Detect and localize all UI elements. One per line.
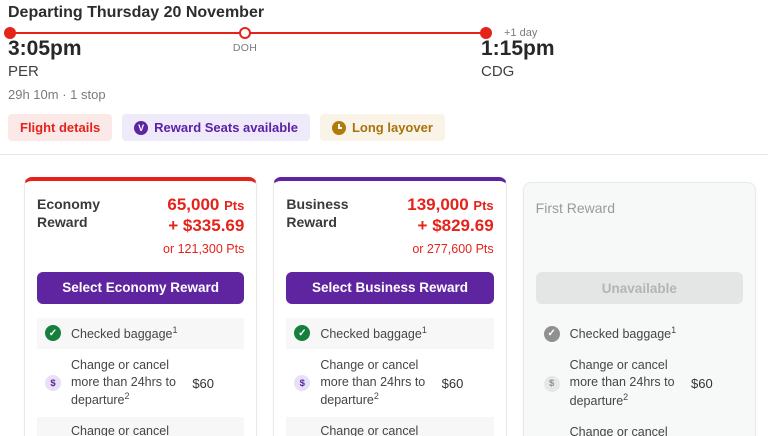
points-value: 65,000 (167, 195, 220, 214)
feature-label: Change or cancel less than 24hrs to depa… (71, 424, 169, 436)
feature-value: $60 (690, 376, 713, 392)
itinerary-header: Departing Thursday 20 November DOH +1 da… (0, 0, 768, 104)
reward-seats-badge: V Reward Seats available (122, 114, 310, 141)
feature-label: Change or cancel less than 24hrs to depa… (320, 424, 419, 436)
feature-row-change-more: $ Change or cancel more than 24hrs to de… (536, 351, 743, 416)
feature-row-baggage: ✓ Checked baggage1 (286, 317, 494, 349)
feature-row-change-less: ✕ Change or cancel less than 24hrs to de… (286, 417, 494, 436)
footnote-ref: 1 (421, 324, 427, 335)
duration-stops: 29h 10m · 1 stop (8, 87, 106, 102)
fare-price: 65,000 Pts + $335.69 or 121,300 Pts (163, 195, 244, 256)
section-divider (0, 154, 768, 155)
points-value: 139,000 (407, 195, 469, 214)
departure-dot (4, 27, 16, 39)
badge-row: Flight details V Reward Seats available … (0, 114, 768, 141)
feature-row-baggage: ✓ Checked baggage1 (536, 318, 743, 349)
reward-seats-label: Reward Seats available (154, 120, 298, 135)
feature-list: ✓ Checked baggage1 $ Change or cancel mo… (536, 318, 743, 436)
footnote-ref: 1 (172, 324, 178, 335)
feature-row-change-less: ✕ Change or cancel less than 24hrs to de… (536, 418, 743, 436)
feature-row-change-more: $ Change or cancel more than 24hrs to de… (286, 351, 493, 416)
feature-label: Checked baggage1 (320, 324, 427, 341)
footnote-ref: 2 (373, 391, 379, 402)
dollar-icon: $ (294, 375, 311, 392)
unavailable-button: Unavailable (535, 272, 743, 305)
footnote-ref: 2 (623, 391, 629, 402)
feature-label: Change or cancel less than 24hrs to depa… (569, 425, 668, 436)
page-title: Departing Thursday 20 November (8, 4, 265, 21)
select-business-button[interactable]: Select Business Reward (286, 271, 494, 304)
check-icon: ✓ (45, 325, 61, 342)
fare-name: Business Reward (286, 196, 349, 231)
check-icon: ✓ (294, 325, 311, 342)
long-layover-label: Long layover (351, 120, 433, 135)
feature-list: ✓ Checked baggage1 $ Change or cancel mo… (286, 317, 494, 436)
dollar-icon: $ (543, 375, 560, 392)
business-reward-card: Business Reward 139,000 Pts + $829.69 or… (273, 177, 507, 436)
fare-cards-row: Economy Reward 65,000 Pts + $335.69 or 1… (0, 155, 768, 436)
feature-row-baggage: ✓ Checked baggage1 (37, 317, 245, 349)
departure-airport: PER (8, 63, 39, 80)
feature-value: $60 (192, 375, 215, 391)
stopover-code: DOH (232, 42, 258, 54)
feature-list: ✓ Checked baggage1 $ Change or cancel mo… (37, 317, 245, 436)
feature-label: Change or cancel more than 24hrs to depa… (569, 358, 675, 409)
cash-component: + $335.69 (168, 216, 245, 236)
velocity-v-icon: V (134, 120, 149, 135)
feature-label: Change or cancel more than 24hrs to depa… (71, 357, 176, 408)
long-layover-badge: Long layover (319, 114, 445, 141)
arrival-time: 1:15pm (481, 37, 555, 60)
alt-points: or 277,600 Pts (412, 241, 494, 256)
select-economy-button[interactable]: Select Economy Reward (37, 271, 245, 304)
points-unit: Pts (473, 198, 494, 213)
arrival-dot (480, 27, 492, 39)
footnote-ref: 1 (671, 325, 677, 336)
flight-details-badge[interactable]: Flight details (8, 114, 113, 141)
clock-icon (331, 120, 346, 135)
feature-value: $60 (441, 375, 464, 391)
stopover-dot (239, 27, 251, 39)
fare-price: 139,000 Pts + $829.69 or 277,600 Pts (407, 195, 493, 256)
feature-row-change-less: ✕ Change or cancel less than 24hrs to de… (37, 417, 245, 436)
feature-label: Checked baggage1 (569, 325, 677, 342)
feature-label: Change or cancel more than 24hrs to depa… (320, 357, 426, 408)
fare-name: First Reward (535, 200, 616, 216)
cash-component: + $829.69 (417, 216, 494, 236)
check-icon: ✓ (543, 325, 560, 342)
arrival-airport: CDG (481, 63, 515, 80)
alt-points: or 121,300 Pts (163, 241, 245, 256)
arrival-day-offset: +1 day (504, 27, 538, 39)
dollar-icon: $ (45, 375, 61, 392)
feature-row-change-more: $ Change or cancel more than 24hrs to de… (37, 351, 244, 416)
economy-reward-card: Economy Reward 65,000 Pts + $335.69 or 1… (24, 177, 258, 436)
footnote-ref: 2 (124, 391, 130, 402)
feature-label: Checked baggage1 (71, 324, 178, 341)
departure-time: 3:05pm (8, 37, 82, 60)
fare-name: Economy Reward (37, 196, 101, 231)
first-reward-card: First Reward Unavailable ✓ Checked bagga… (522, 182, 756, 436)
points-unit: Pts (224, 198, 245, 213)
